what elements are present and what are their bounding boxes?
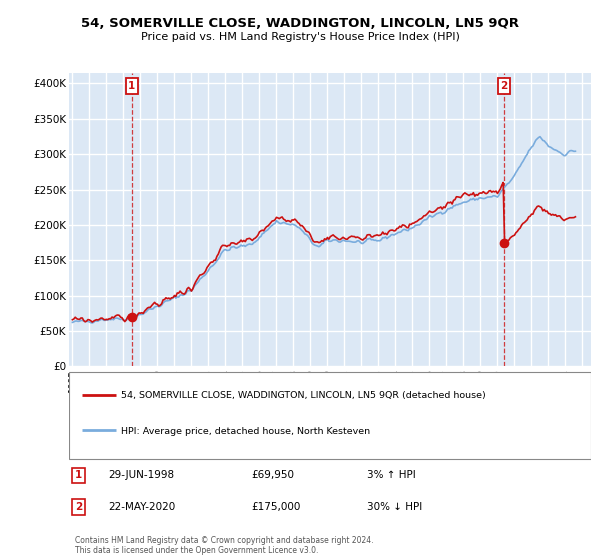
Text: 2: 2	[75, 502, 83, 512]
Text: 30% ↓ HPI: 30% ↓ HPI	[367, 502, 422, 512]
Text: 54, SOMERVILLE CLOSE, WADDINGTON, LINCOLN, LN5 9QR: 54, SOMERVILLE CLOSE, WADDINGTON, LINCOL…	[81, 17, 519, 30]
Text: 22-MAY-2020: 22-MAY-2020	[108, 502, 175, 512]
Text: 2: 2	[500, 81, 508, 91]
Text: 1: 1	[75, 470, 83, 480]
Text: £69,950: £69,950	[252, 470, 295, 480]
Text: £175,000: £175,000	[252, 502, 301, 512]
FancyBboxPatch shape	[69, 372, 591, 459]
Text: Contains HM Land Registry data © Crown copyright and database right 2024.
This d: Contains HM Land Registry data © Crown c…	[75, 535, 374, 555]
Text: 29-JUN-1998: 29-JUN-1998	[108, 470, 174, 480]
Text: Price paid vs. HM Land Registry's House Price Index (HPI): Price paid vs. HM Land Registry's House …	[140, 32, 460, 43]
Text: HPI: Average price, detached house, North Kesteven: HPI: Average price, detached house, Nort…	[121, 427, 370, 436]
Text: 3% ↑ HPI: 3% ↑ HPI	[367, 470, 415, 480]
Text: 1: 1	[128, 81, 136, 91]
Text: 54, SOMERVILLE CLOSE, WADDINGTON, LINCOLN, LN5 9QR (detached house): 54, SOMERVILLE CLOSE, WADDINGTON, LINCOL…	[121, 391, 486, 400]
